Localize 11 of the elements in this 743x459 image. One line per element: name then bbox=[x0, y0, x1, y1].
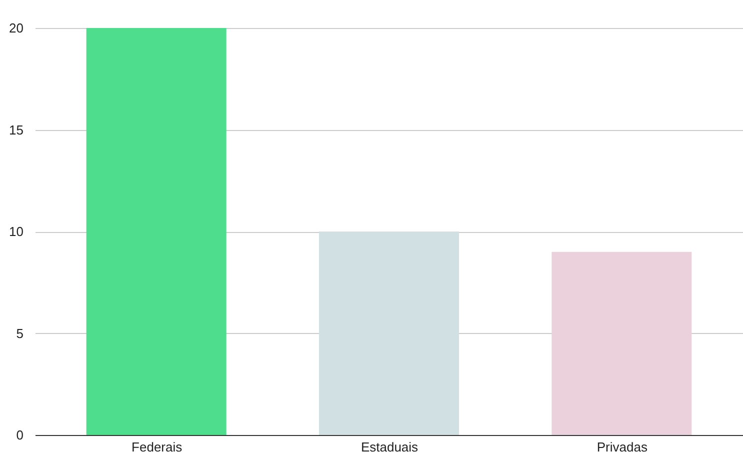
y-tick-label: 5 bbox=[16, 326, 24, 341]
x-tick-label: Estaduais bbox=[360, 440, 419, 454]
bar bbox=[319, 232, 459, 435]
x-tick-label: Privadas bbox=[596, 440, 648, 454]
x-tick-label: Federais bbox=[132, 440, 183, 454]
bar bbox=[552, 252, 692, 435]
y-tick-label: 10 bbox=[9, 224, 24, 239]
y-tick-label: 20 bbox=[9, 20, 24, 36]
y-tick-label: 0 bbox=[16, 428, 24, 442]
bar bbox=[86, 28, 226, 435]
y-tick-label: 15 bbox=[9, 122, 24, 138]
